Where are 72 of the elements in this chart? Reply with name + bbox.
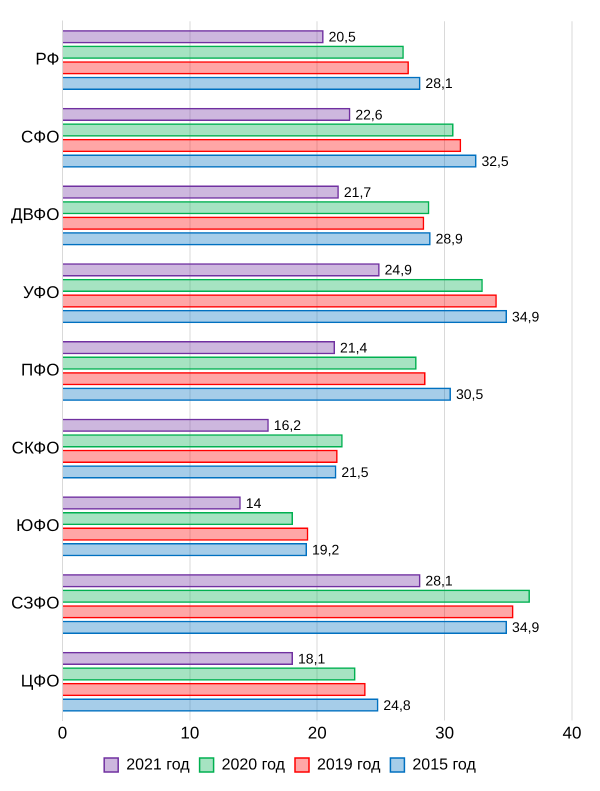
y-tick-label: СЗФО [11,594,60,613]
y-tick-label: ЦФО [20,671,60,690]
bar [62,465,336,479]
bar [62,698,378,712]
data-label: 28,9 [436,230,464,247]
bar [62,667,356,681]
y-tick-label: УФО [23,282,60,302]
bar [62,216,424,230]
bar [62,201,430,214]
bar [62,61,409,74]
bar [62,263,380,276]
bar [62,418,269,432]
bar [62,682,366,696]
bar [62,652,294,666]
data-label: 28,1 [425,572,453,589]
data-label: 24,8 [383,696,411,713]
bar [62,434,343,448]
y-tick-label: ДВФО [11,205,60,224]
data-label: 21,7 [344,184,372,200]
x-tick-label: 20 [308,723,327,742]
bar [62,340,336,354]
bar [62,278,483,292]
bar [62,372,426,386]
bar [62,388,451,401]
y-tick-label: СКФО [12,438,60,458]
x-tick-label: 0 [58,723,68,742]
data-label: 28,1 [425,75,453,92]
bar [62,30,324,44]
bar [62,574,420,588]
y-tick-label: ПФО [21,360,60,380]
bar [62,496,241,510]
bar [62,450,338,463]
y-tick-label: РФ [35,50,60,69]
data-label: 30,5 [456,386,484,402]
bar [62,154,476,168]
data-label: 16,2 [274,417,302,434]
bar [62,527,308,541]
bar [62,356,417,370]
bar [62,46,404,59]
bar [62,138,462,152]
bar [62,620,508,634]
legend-label: 2015 год [412,756,476,774]
data-label: 34,9 [512,308,540,324]
data-label: 18,1 [298,650,326,666]
bar [62,186,339,199]
y-tick-label: СФО [21,127,60,146]
bar [62,108,350,122]
bar [62,590,530,603]
data-label: 32,5 [481,152,509,169]
legend-label: 2021 год [126,756,190,774]
data-label: 21,4 [340,339,368,356]
bar [62,512,294,526]
x-tick-label: 40 [562,723,582,742]
data-label: 14 [246,494,262,511]
bar [62,232,431,246]
data-label: 22,6 [355,106,383,122]
bar [62,76,420,90]
data-label: 20,5 [328,28,356,45]
data-label: 24,9 [384,262,412,278]
y-tick-label: ЮФО [16,516,60,536]
bar [62,310,508,324]
data-label: 19,2 [312,541,340,558]
bar [62,605,514,618]
x-tick-label: 10 [180,723,200,742]
bar [62,123,454,137]
data-label: 34,9 [512,619,540,636]
legend-label: 2020 год [222,756,286,774]
bar [62,543,308,556]
bar [62,294,497,308]
data-label: 21,5 [341,464,369,480]
x-tick-label: 30 [435,723,454,742]
legend-label: 2019 год [317,756,382,774]
